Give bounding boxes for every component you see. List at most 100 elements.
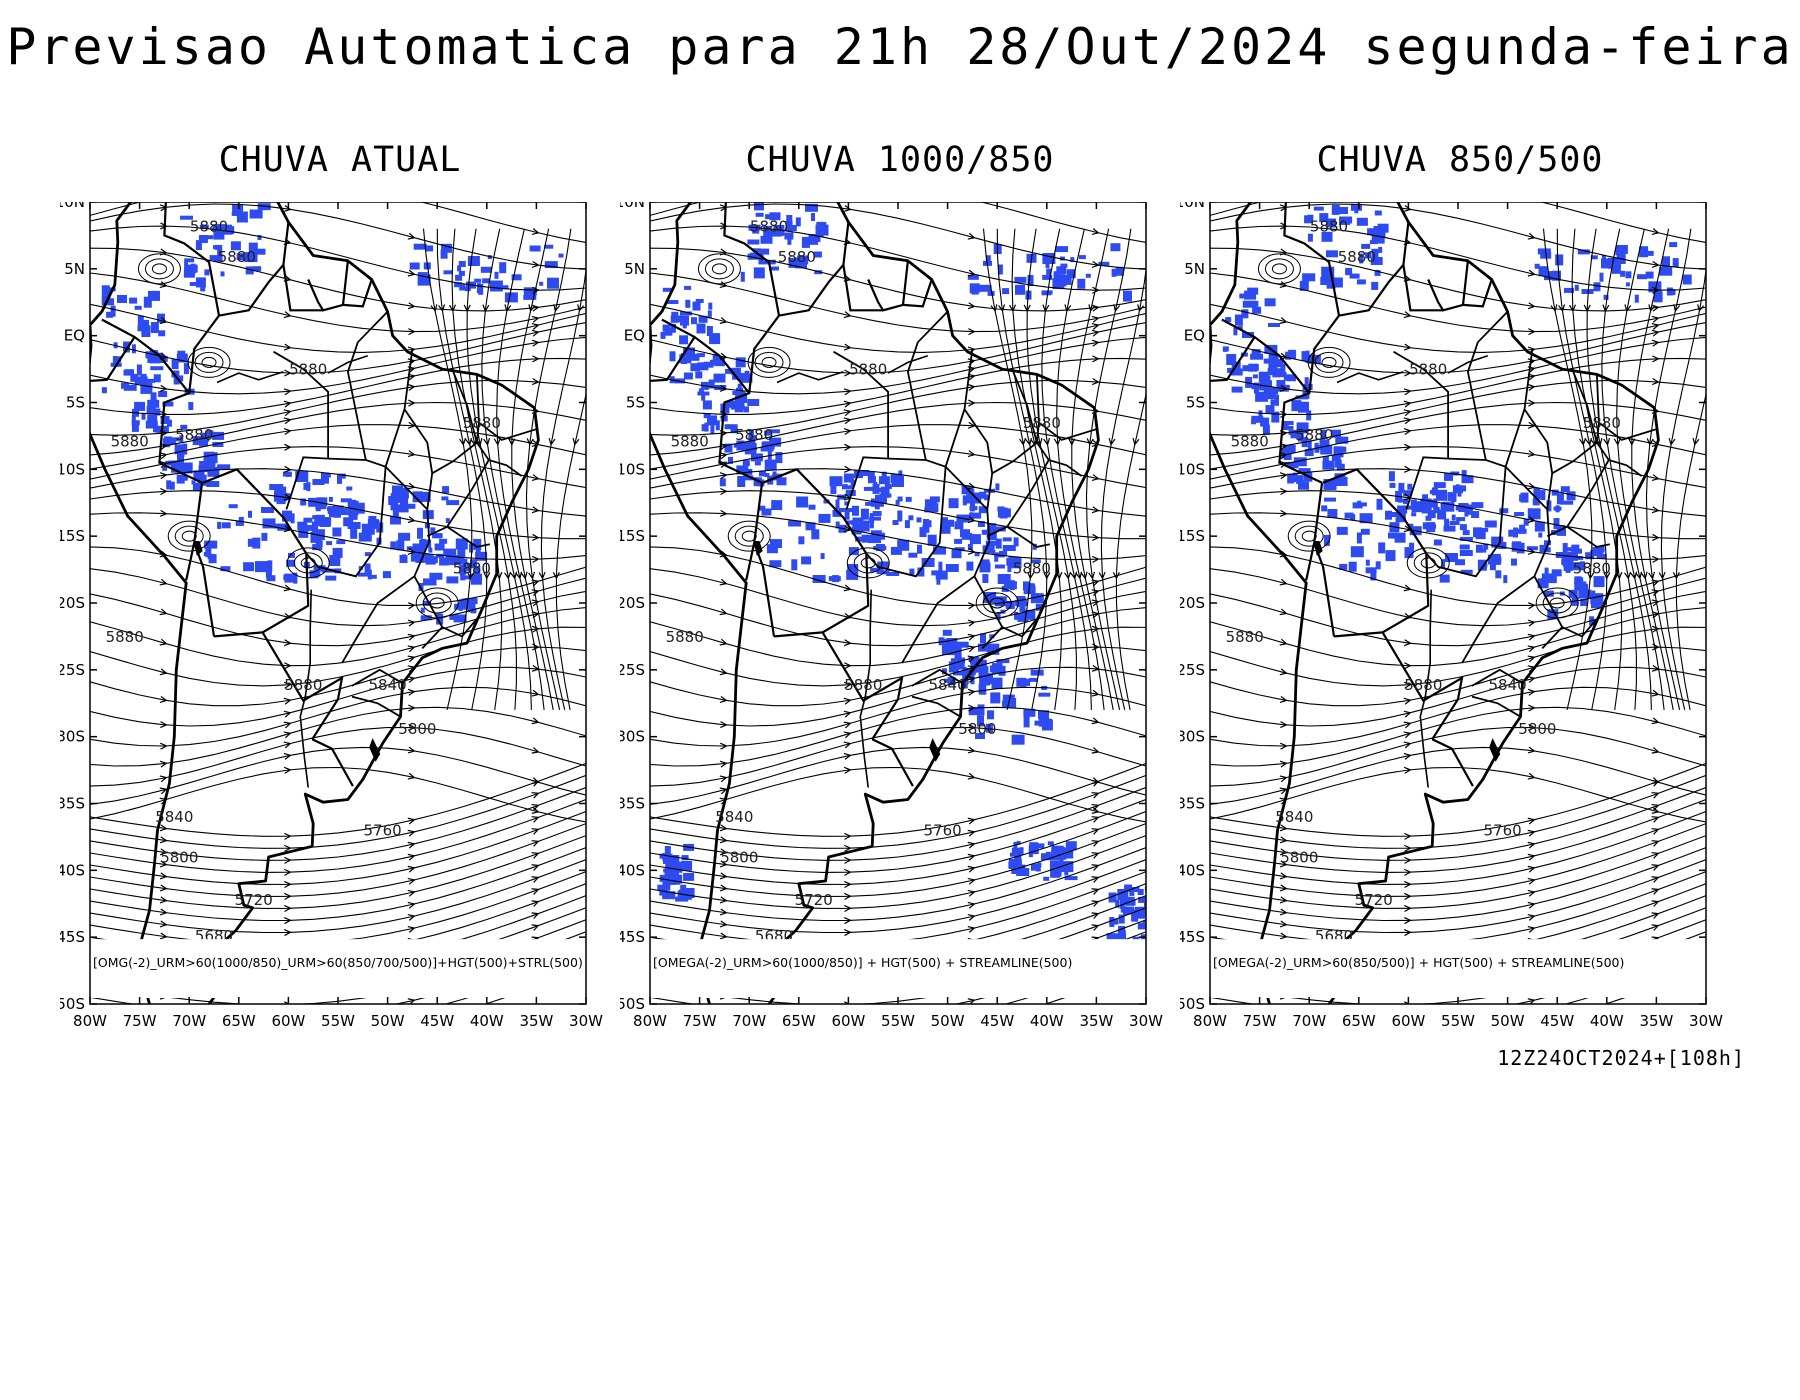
contour-label: 5880 xyxy=(111,433,149,451)
streamline-arrow xyxy=(159,472,168,480)
precip-cell xyxy=(153,374,161,383)
precip-cell xyxy=(1538,266,1548,277)
streamline xyxy=(650,379,1146,436)
precip-cell xyxy=(882,570,890,575)
precip-cell xyxy=(895,499,900,505)
streamline-arrow xyxy=(720,721,728,729)
precip-cell xyxy=(400,487,409,499)
precip-cell xyxy=(224,226,235,235)
precip-cell xyxy=(430,527,436,535)
precip-cell xyxy=(1034,720,1048,726)
circulation-curl xyxy=(1307,346,1351,378)
streamline xyxy=(90,357,586,415)
country-border xyxy=(723,202,781,316)
precip-cell xyxy=(162,401,174,407)
contour-label: 5840 xyxy=(369,676,407,694)
precip-cell xyxy=(703,361,714,368)
precip-cell xyxy=(187,271,193,277)
precip-cell xyxy=(197,474,207,486)
precip-cell xyxy=(1038,692,1051,697)
streamline-arrow xyxy=(719,509,728,517)
precip-cell xyxy=(1259,379,1270,391)
streamline-arrow xyxy=(719,836,728,844)
precip-cell xyxy=(1225,317,1232,323)
precip-cell xyxy=(523,294,537,300)
precip-cell xyxy=(1421,504,1432,514)
streamline-arrow xyxy=(719,317,728,324)
panel-chuva-atual: CHUVA ATUAL 5880 5880 5880 5880 5880 5880 5880… xyxy=(55,140,620,1040)
precip-cell xyxy=(1320,445,1333,455)
lon-label: 80W xyxy=(73,1012,107,1030)
state-border xyxy=(413,575,479,638)
streamline-arrow xyxy=(1027,571,1035,580)
precip-cell xyxy=(962,495,967,506)
precip-cell xyxy=(1527,508,1532,520)
precip-cell xyxy=(818,513,831,523)
circulation-curl xyxy=(727,520,771,552)
precip-cell xyxy=(449,614,456,620)
state-border xyxy=(403,408,434,510)
streamline-arrow xyxy=(531,439,540,447)
precip-cell xyxy=(179,448,185,457)
state-border xyxy=(963,408,994,510)
streamline-arrow xyxy=(1651,816,1660,823)
precip-cell xyxy=(1023,581,1029,591)
legend-box xyxy=(90,939,586,998)
contour-label: 5840 xyxy=(1275,808,1313,826)
precip-cell xyxy=(753,267,765,279)
streamline-arrow xyxy=(844,369,852,377)
precip-cell xyxy=(696,323,706,334)
streamline xyxy=(90,490,586,540)
precip-cell xyxy=(917,544,922,554)
precip-cell xyxy=(997,264,1003,275)
streamline-arrow xyxy=(532,533,540,541)
circulation-curl xyxy=(1314,351,1344,373)
circulation-curl xyxy=(747,346,791,378)
precip-cell xyxy=(991,643,1000,655)
streamline-arrow xyxy=(407,841,416,849)
streamline-arrow xyxy=(1579,438,1587,446)
streamline-arrow xyxy=(1527,302,1536,310)
lake xyxy=(929,738,941,762)
precip-cell xyxy=(1662,256,1670,268)
streamline xyxy=(1210,336,1706,395)
streamline-arrow xyxy=(159,608,168,616)
precip-cell xyxy=(917,567,925,577)
streamline-arrow xyxy=(159,775,168,783)
precip-cell xyxy=(995,538,1002,549)
streamline-arrow xyxy=(515,571,523,580)
streamline-arrow xyxy=(531,924,540,931)
lon-label: 30W xyxy=(1129,1012,1163,1030)
streamline xyxy=(1011,228,1063,710)
precip-cell xyxy=(314,514,325,526)
precip-cell xyxy=(1540,490,1546,501)
precip-cell xyxy=(869,513,874,519)
streamline-arrow xyxy=(407,633,416,641)
streamline-arrow xyxy=(1404,917,1412,925)
streamline-arrow xyxy=(407,302,416,310)
streamline-arrow xyxy=(967,723,976,731)
streamline-arrow xyxy=(430,304,438,313)
precip-cell xyxy=(927,534,937,546)
precip-cell xyxy=(475,551,488,561)
precip-cell xyxy=(1601,258,1610,269)
streamline-arrow xyxy=(967,482,976,490)
lat-label: 5S xyxy=(66,394,85,412)
streamline-arrow xyxy=(1279,884,1288,892)
precip-cell xyxy=(820,553,825,560)
precip-cell xyxy=(1013,841,1018,851)
lat-label: 45S xyxy=(60,928,85,946)
streamline-arrow xyxy=(1091,322,1100,330)
precip-cell xyxy=(147,414,158,422)
precip-cell xyxy=(462,558,468,566)
streamline-arrow xyxy=(1279,317,1288,324)
streamline-arrow xyxy=(1019,438,1027,446)
precip-cell xyxy=(1378,246,1383,253)
precip-cell xyxy=(1483,543,1489,550)
precip-cell xyxy=(337,474,342,484)
precip-cell xyxy=(1062,274,1072,285)
circulation-curl xyxy=(174,525,204,547)
precip-cell xyxy=(445,518,450,524)
streamline-arrow xyxy=(284,880,292,889)
precip-cell xyxy=(206,430,214,438)
